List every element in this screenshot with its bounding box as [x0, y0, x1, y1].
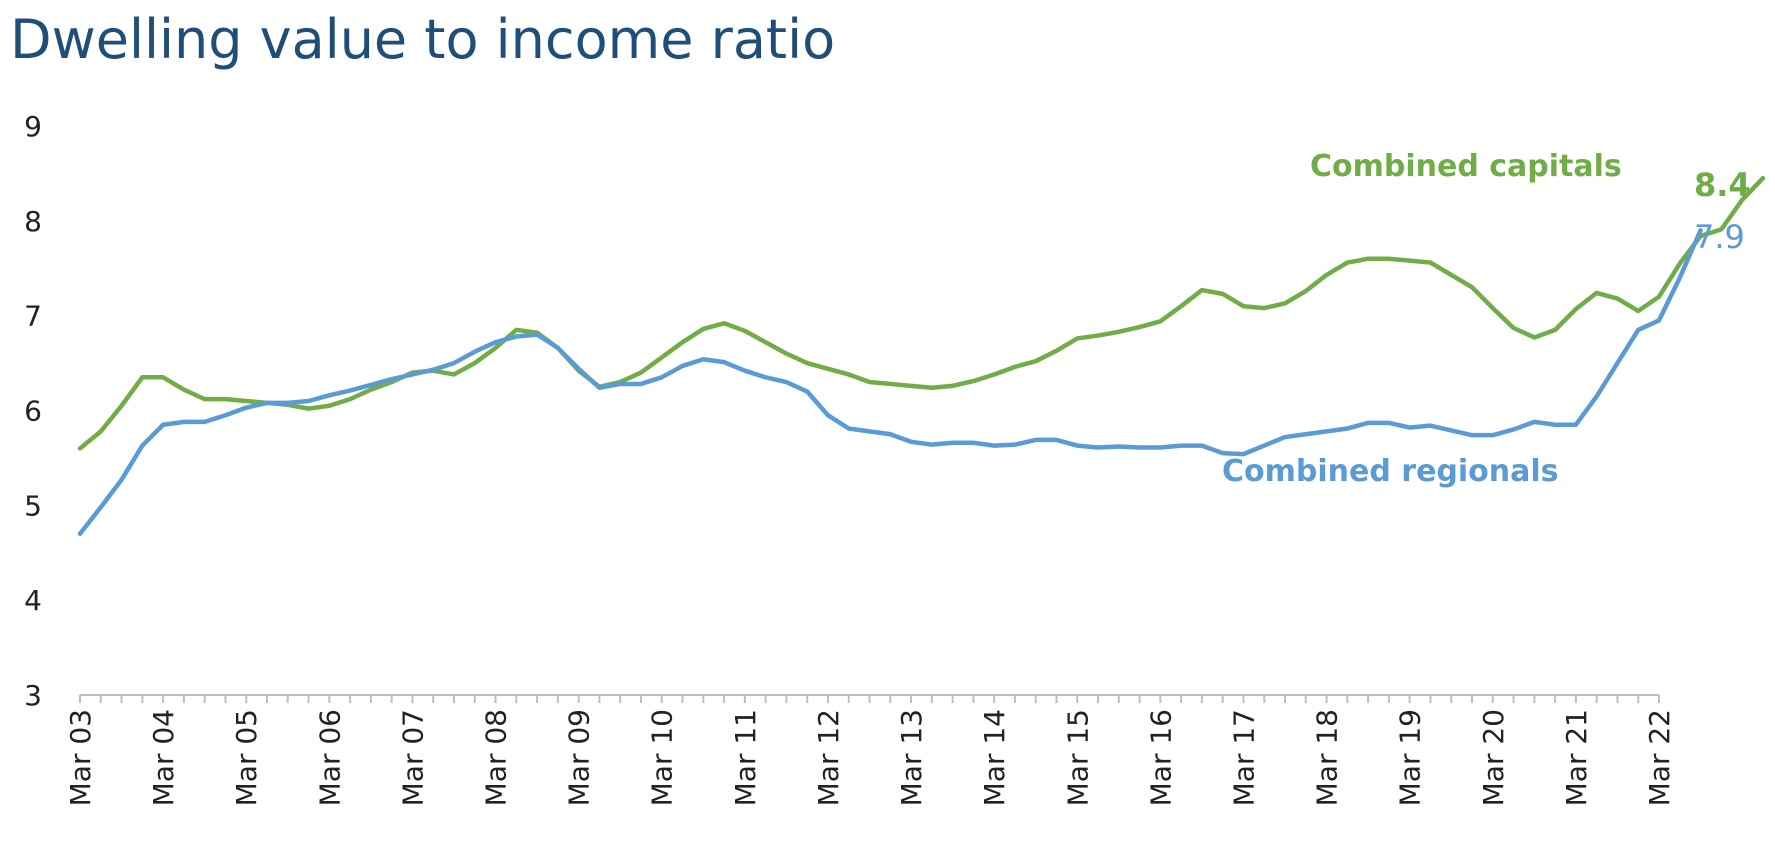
chart-title: Dwelling value to income ratio — [10, 8, 836, 71]
x-tick-label-4: Mar 07 — [396, 709, 429, 806]
y-tick-label-6: 9 — [24, 110, 42, 143]
x-tick-label-15: Mar 18 — [1311, 709, 1344, 806]
x-axis: Mar 03 Mar 04 Mar 05 Mar 06 Mar 07 Mar 08 Mar … — [64, 694, 1676, 806]
y-tick-label-4: 7 — [24, 300, 42, 333]
x-tick-label-17: Mar 20 — [1477, 709, 1510, 806]
series-label-combined-capitals: Combined capitals — [1310, 149, 1622, 184]
x-tick-label-2: Mar 05 — [230, 709, 263, 806]
x-tick-label-12: Mar 15 — [1061, 709, 1094, 806]
x-tick-label-10: Mar 13 — [895, 709, 928, 806]
series-line-combined-capitals — [77, 175, 1766, 451]
y-axis-tick-labels: 3 4 5 6 7 8 9 — [24, 110, 42, 712]
x-tick-label-13: Mar 16 — [1144, 709, 1177, 806]
series-line-combined-regionals — [77, 228, 1703, 537]
y-tick-label-2: 5 — [24, 489, 42, 522]
x-tick-label-16: Mar 19 — [1394, 709, 1427, 806]
y-tick-label-0: 3 — [24, 679, 42, 712]
series-label-combined-regionals: Combined regionals — [1222, 454, 1559, 489]
x-tick-label-19: Mar 22 — [1643, 709, 1676, 806]
x-tick-label-3: Mar 06 — [313, 709, 346, 806]
x-tick-label-11: Mar 14 — [978, 709, 1011, 806]
x-tick-label-18: Mar 21 — [1560, 709, 1593, 806]
x-tick-label-8: Mar 11 — [729, 709, 762, 806]
x-tick-label-7: Mar 10 — [646, 709, 679, 806]
x-tick-label-6: Mar 09 — [563, 709, 596, 806]
x-tick-label-9: Mar 12 — [812, 709, 845, 806]
x-tick-label-5: Mar 08 — [480, 709, 513, 806]
x-tick-label-1: Mar 04 — [147, 709, 180, 806]
y-tick-label-5: 8 — [24, 205, 42, 238]
x-tick-label-0: Mar 03 — [64, 709, 97, 806]
y-tick-label-3: 6 — [24, 395, 42, 428]
x-tick-label-14: Mar 17 — [1227, 709, 1260, 806]
series-layer — [77, 175, 1766, 537]
y-tick-label-1: 4 — [24, 584, 42, 617]
end-value-label-combined-capitals: 8.4 — [1694, 166, 1751, 204]
series-annotations: Combined capitals Combined regionals 8.4 7.… — [1222, 149, 1751, 489]
end-value-label-combined-regionals: 7.9 — [1694, 218, 1745, 256]
